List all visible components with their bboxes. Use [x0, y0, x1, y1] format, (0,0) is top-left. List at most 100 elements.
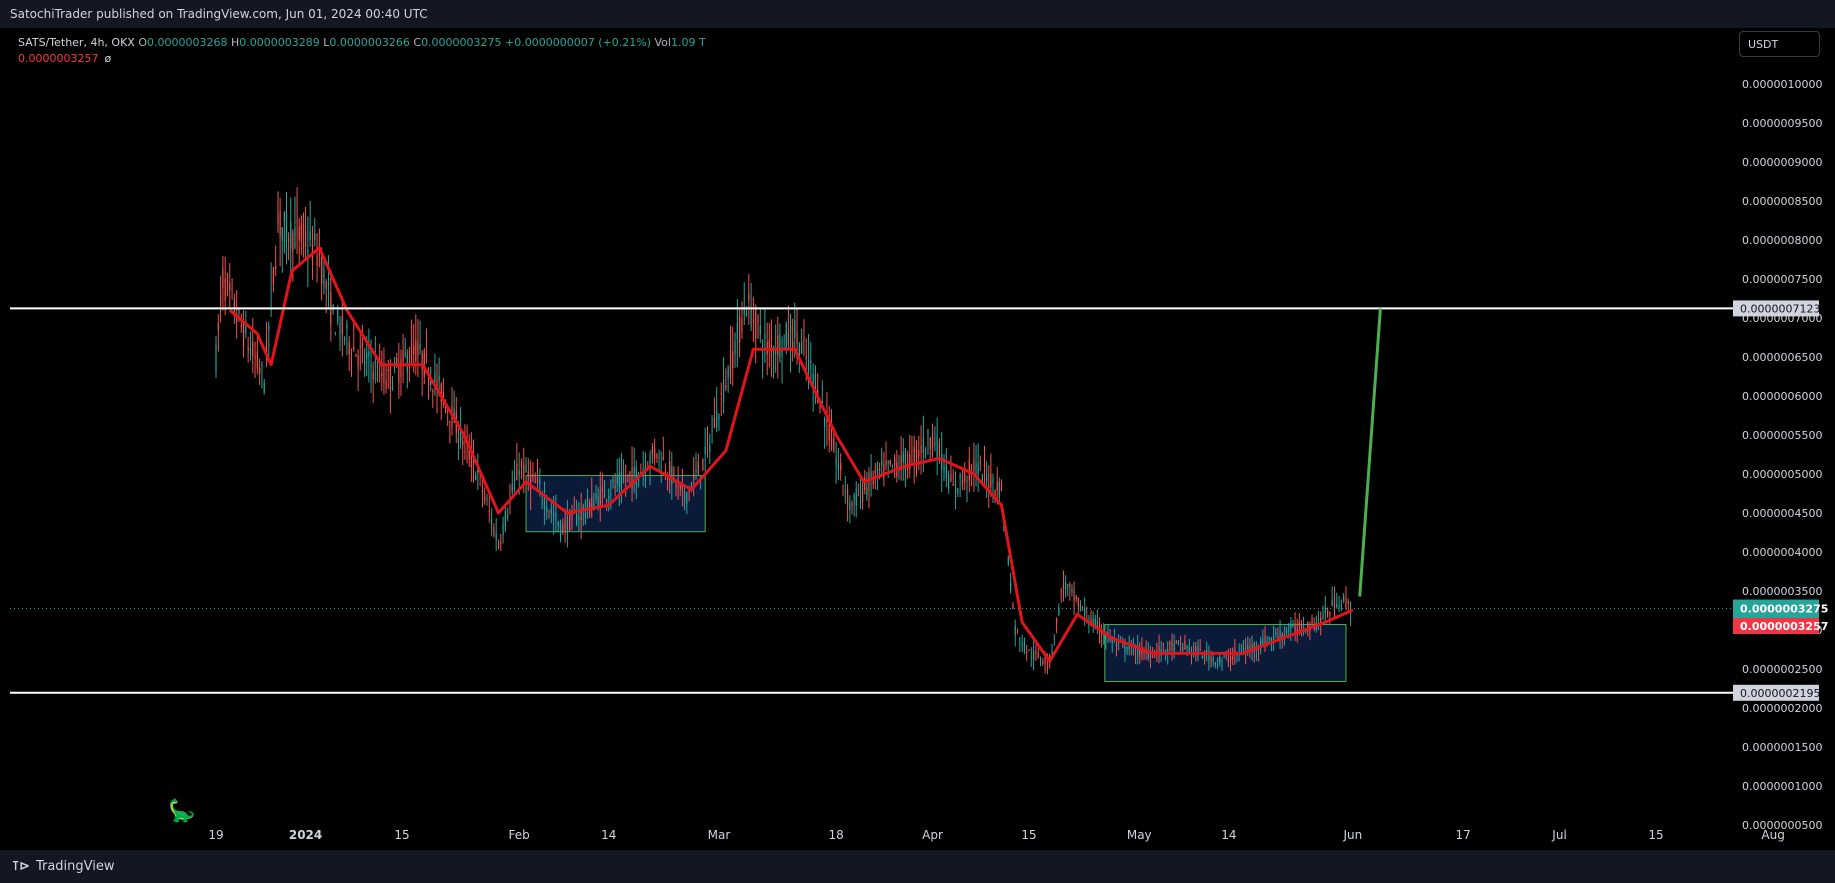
- candle-body: [1212, 657, 1214, 659]
- candle-body: [781, 349, 783, 356]
- candle-body: [430, 379, 432, 385]
- candle-body: [224, 278, 226, 301]
- candle-body: [706, 438, 709, 444]
- candle-body: [1307, 621, 1309, 632]
- candle-body: [966, 481, 968, 483]
- candle-body: [603, 489, 606, 499]
- candle-body: [423, 349, 425, 377]
- candle-body: [564, 519, 566, 530]
- candle-body: [846, 488, 849, 506]
- candle-body: [261, 364, 263, 367]
- candle-body: [272, 267, 275, 285]
- candle-body: [1042, 661, 1044, 664]
- candle-body: [1081, 609, 1084, 611]
- candle-body: [777, 335, 779, 356]
- candle-body: [887, 461, 889, 464]
- candle-body: [752, 319, 755, 323]
- candle-body: [281, 227, 283, 242]
- y-tick-label: 0.0000008500: [1742, 195, 1822, 208]
- ohlc-legend: SATS/Tether, 4h, OKX O0.0000003268 H0.00…: [18, 36, 706, 49]
- legend-open: 0.0000003268: [147, 36, 228, 49]
- candle-body: [1193, 647, 1195, 649]
- candle-body: [697, 461, 699, 475]
- last-price-label: 0.0000003275: [1740, 603, 1828, 616]
- candle-body: [1084, 608, 1086, 615]
- candle-body: [849, 503, 851, 511]
- candle-body: [768, 340, 770, 348]
- candle-body: [853, 494, 855, 501]
- candle-body: [578, 516, 580, 520]
- candle-body: [1270, 638, 1273, 641]
- candle-body: [1162, 643, 1164, 646]
- candle-body: [233, 298, 235, 315]
- x-tick-label: Jul: [1551, 828, 1566, 842]
- candle-body: [918, 450, 920, 457]
- candle-body: [618, 472, 620, 487]
- candle-body: [925, 449, 927, 451]
- candle-body: [936, 435, 938, 460]
- candle-body: [374, 361, 376, 363]
- candle-body: [555, 513, 557, 521]
- tradingview-brand[interactable]: ⊺⊳ TradingView: [12, 859, 115, 874]
- candle-body: [835, 458, 837, 465]
- candle-body: [569, 512, 571, 531]
- candle-body: [1229, 656, 1232, 662]
- candle-body: [1300, 622, 1303, 634]
- currency-button[interactable]: USDT: [1739, 31, 1820, 57]
- candle-body: [739, 316, 741, 343]
- candle-body: [1019, 641, 1021, 643]
- candle-body: [1260, 640, 1262, 647]
- candle-body: [385, 381, 387, 388]
- candle-body: [277, 215, 279, 225]
- candle-body: [713, 417, 715, 428]
- candle-body: [862, 490, 864, 501]
- candle-body: [1060, 591, 1062, 593]
- candle-body: [902, 452, 904, 463]
- candle-body: [1071, 588, 1073, 593]
- candle-body: [1092, 619, 1094, 628]
- candle-body: [681, 483, 683, 491]
- candle-body: [654, 448, 656, 459]
- candle-body: [1021, 642, 1023, 646]
- candle-body: [593, 502, 595, 511]
- candle-body: [217, 323, 219, 330]
- candle-body: [270, 289, 272, 291]
- candle-body: [1103, 634, 1105, 636]
- candle-body: [1188, 647, 1190, 652]
- candle-body: [1331, 599, 1333, 607]
- candle-body: [438, 375, 440, 382]
- candle-body: [883, 464, 885, 479]
- candle-body: [612, 478, 614, 484]
- candle-body: [1247, 645, 1249, 650]
- candle-body: [625, 480, 627, 482]
- candle-body: [929, 437, 931, 449]
- candle-body: [1037, 652, 1039, 658]
- candle-body: [586, 497, 589, 509]
- candle-body: [748, 293, 750, 300]
- candle-body: [240, 325, 242, 328]
- legend-change: +0.0000000007 (+0.21%): [505, 36, 651, 49]
- candle-body: [973, 459, 975, 472]
- candle-body: [1067, 584, 1069, 586]
- candle-body: [298, 226, 300, 240]
- candle-body: [938, 442, 941, 456]
- y-tick-label: 0.0000008000: [1742, 234, 1822, 247]
- candle-body: [745, 313, 748, 316]
- candle-body: [1262, 639, 1264, 648]
- level-price-label: 0.0000007123: [1740, 302, 1820, 315]
- candle-body: [296, 220, 298, 222]
- candle-body: [597, 495, 599, 509]
- y-tick-label: 0.0000001500: [1742, 741, 1822, 754]
- price-chart[interactable]: 0.0000010000 0.0000009500 0.0000009000 0.00…: [0, 0, 1835, 850]
- candle-body: [1105, 637, 1107, 640]
- candle-body: [812, 374, 814, 387]
- chart-area[interactable]: [0, 28, 1835, 850]
- candle-body: [520, 463, 523, 468]
- legend-symbol: SATS/Tether, 4h, OKX: [18, 36, 135, 49]
- candle-body: [534, 481, 536, 483]
- candle-body: [321, 256, 323, 284]
- candle-body: [859, 484, 862, 495]
- candle-body: [868, 472, 870, 491]
- candle-body: [971, 465, 973, 467]
- dino-icon: 🦕: [168, 798, 195, 824]
